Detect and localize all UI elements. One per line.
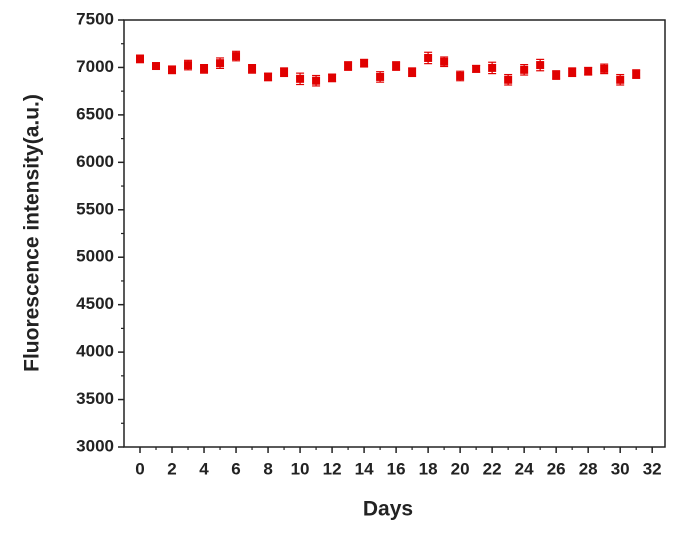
y-tick-label: 5000	[76, 247, 114, 266]
point	[616, 75, 625, 84]
point	[232, 52, 241, 61]
point	[168, 65, 177, 74]
point	[312, 76, 321, 85]
y-tick-label: 6000	[76, 152, 114, 171]
point	[264, 72, 273, 81]
point	[136, 54, 145, 63]
point	[200, 64, 209, 73]
y-tick-label: 4500	[76, 294, 114, 313]
y-tick-label: 7000	[76, 57, 114, 76]
y-tick-label: 7500	[76, 9, 114, 28]
point	[280, 68, 289, 77]
point	[248, 64, 257, 73]
point	[584, 67, 593, 76]
x-tick-label: 28	[579, 459, 598, 478]
point	[504, 75, 513, 84]
x-tick-label: 8	[263, 459, 272, 478]
y-tick-label: 3000	[76, 436, 114, 455]
y-tick-label: 3500	[76, 389, 114, 408]
point	[392, 62, 401, 71]
y-tick-label: 5500	[76, 199, 114, 218]
point	[520, 65, 529, 74]
x-tick-label: 10	[291, 459, 310, 478]
point	[632, 70, 641, 79]
x-tick-label: 12	[323, 459, 342, 478]
point	[472, 64, 481, 73]
x-tick-label: 18	[419, 459, 438, 478]
point	[152, 62, 161, 71]
x-tick-label: 22	[483, 459, 502, 478]
y-tick-label: 6500	[76, 104, 114, 123]
x-tick-label: 24	[515, 459, 534, 478]
x-tick-label: 30	[611, 459, 630, 478]
x-tick-label: 14	[355, 459, 374, 478]
point	[360, 59, 369, 68]
x-axis-title: Days	[363, 498, 413, 521]
point	[376, 72, 385, 81]
point	[536, 61, 545, 70]
x-tick-label: 16	[387, 459, 406, 478]
point	[600, 64, 609, 73]
x-tick-label: 6	[231, 459, 240, 478]
point	[296, 74, 305, 83]
x-tick-label: 26	[547, 459, 566, 478]
point	[216, 59, 225, 68]
x-tick-label: 4	[199, 459, 209, 478]
point	[552, 71, 561, 80]
x-tick-label: 2	[167, 459, 176, 478]
x-tick-label: 0	[135, 459, 144, 478]
x-tick-label: 20	[451, 459, 470, 478]
point	[456, 71, 465, 80]
point	[184, 61, 193, 70]
point	[328, 73, 337, 82]
point	[440, 57, 449, 66]
point	[344, 62, 353, 71]
y-axis-title: Fluorescence intensity(a.u.)	[21, 94, 44, 372]
plot-frame	[123, 19, 666, 448]
x-tick-label: 32	[643, 459, 662, 478]
point	[408, 68, 417, 77]
point	[424, 53, 433, 62]
point	[568, 68, 577, 77]
point	[488, 63, 497, 72]
y-tick-label: 4000	[76, 342, 114, 361]
